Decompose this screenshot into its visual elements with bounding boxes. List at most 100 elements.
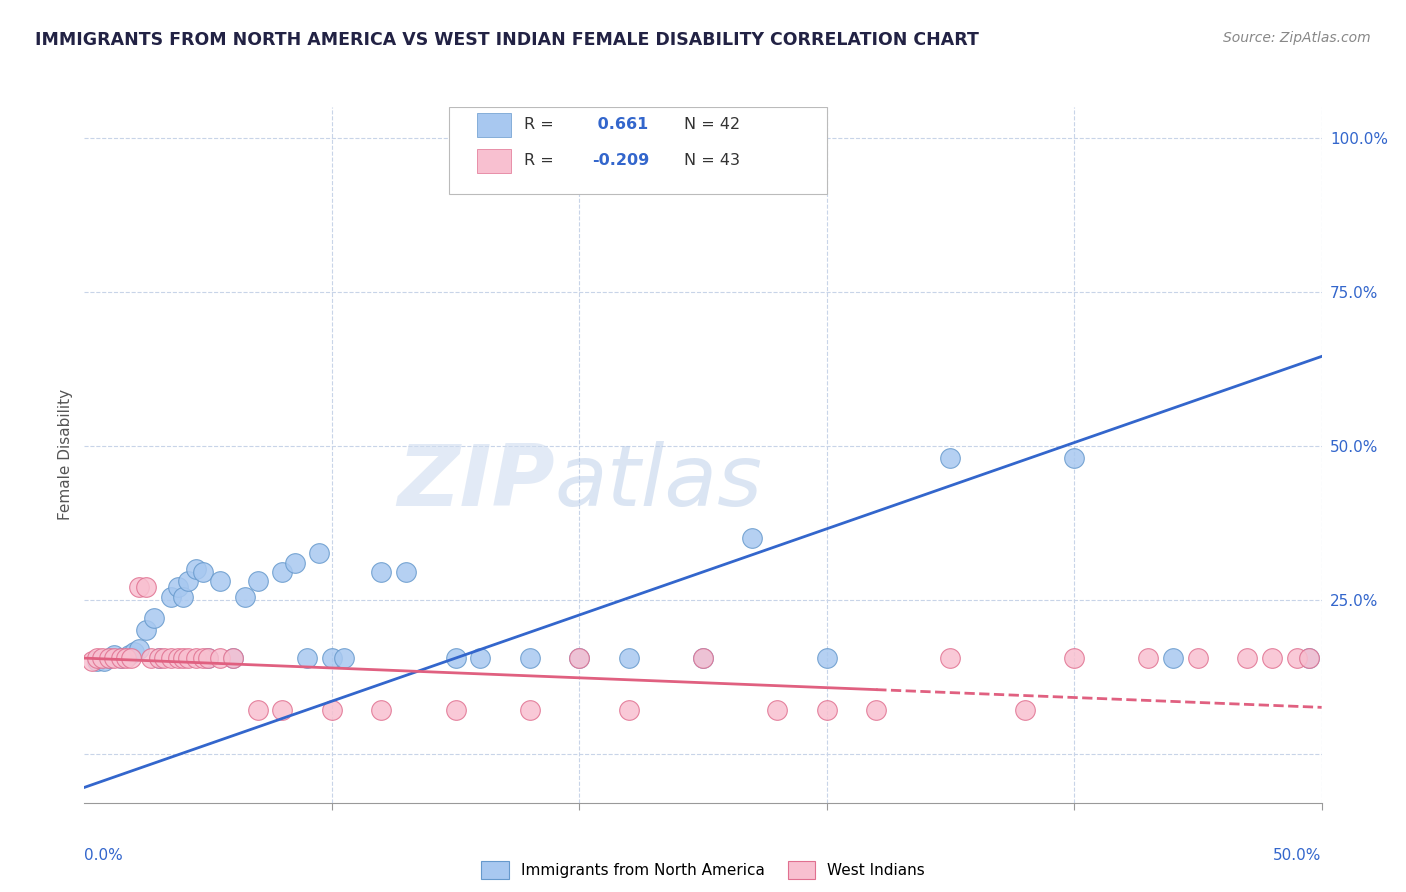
- Text: IMMIGRANTS FROM NORTH AMERICA VS WEST INDIAN FEMALE DISABILITY CORRELATION CHART: IMMIGRANTS FROM NORTH AMERICA VS WEST IN…: [35, 31, 979, 49]
- Point: [568, 651, 591, 665]
- Point: [1298, 651, 1320, 665]
- Point: [120, 651, 142, 665]
- Point: [86, 654, 108, 668]
- Point: [246, 703, 269, 717]
- Point: [246, 574, 269, 589]
- Point: [128, 641, 150, 656]
- Point: [152, 651, 174, 665]
- Point: [197, 651, 219, 665]
- Point: [191, 651, 214, 665]
- Point: [1014, 703, 1036, 717]
- Point: [295, 651, 318, 665]
- Text: R =: R =: [523, 153, 558, 168]
- Point: [80, 654, 103, 668]
- FancyBboxPatch shape: [477, 112, 512, 137]
- Point: [135, 624, 157, 638]
- FancyBboxPatch shape: [450, 107, 827, 194]
- Point: [939, 651, 962, 665]
- Point: [103, 651, 125, 665]
- Point: [90, 651, 112, 665]
- Point: [1236, 651, 1258, 665]
- Point: [148, 651, 170, 665]
- Text: Source: ZipAtlas.com: Source: ZipAtlas.com: [1223, 31, 1371, 45]
- Point: [141, 651, 163, 665]
- Point: [568, 651, 591, 665]
- Point: [815, 703, 838, 717]
- Point: [617, 703, 640, 717]
- Point: [142, 611, 165, 625]
- Point: [815, 651, 838, 665]
- Point: [209, 651, 232, 665]
- Point: [86, 651, 108, 665]
- Point: [148, 651, 170, 665]
- Point: [1063, 450, 1085, 465]
- Point: [122, 645, 145, 659]
- Point: [1063, 651, 1085, 665]
- Point: [271, 703, 294, 717]
- Point: [1285, 651, 1308, 665]
- Point: [160, 590, 183, 604]
- Point: [766, 703, 789, 717]
- Point: [1137, 651, 1160, 665]
- Legend: Immigrants from North America, West Indians: Immigrants from North America, West Indi…: [475, 855, 931, 886]
- Point: [98, 651, 121, 665]
- Point: [222, 651, 245, 665]
- Point: [865, 703, 887, 717]
- Point: [160, 651, 183, 665]
- Point: [118, 648, 141, 662]
- Point: [692, 651, 714, 665]
- Point: [284, 556, 307, 570]
- Point: [395, 565, 418, 579]
- Text: R =: R =: [523, 117, 558, 132]
- Point: [444, 651, 467, 665]
- Point: [939, 450, 962, 465]
- Point: [172, 590, 194, 604]
- Point: [271, 565, 294, 579]
- Point: [135, 580, 157, 594]
- Point: [167, 580, 190, 594]
- Point: [741, 531, 763, 545]
- Point: [115, 651, 138, 665]
- Text: 0.661: 0.661: [592, 117, 648, 132]
- Point: [177, 574, 200, 589]
- Point: [370, 565, 392, 579]
- Point: [370, 703, 392, 717]
- Point: [470, 651, 492, 665]
- Text: ZIP: ZIP: [396, 442, 554, 524]
- FancyBboxPatch shape: [477, 149, 512, 173]
- Point: [93, 654, 115, 668]
- Point: [177, 651, 200, 665]
- Point: [110, 651, 132, 665]
- Point: [692, 651, 714, 665]
- Point: [1187, 651, 1209, 665]
- Text: -0.209: -0.209: [592, 153, 650, 168]
- Point: [98, 651, 121, 665]
- Point: [103, 648, 125, 662]
- Point: [184, 651, 207, 665]
- Point: [321, 651, 343, 665]
- Point: [222, 651, 245, 665]
- Point: [233, 590, 256, 604]
- Point: [321, 703, 343, 717]
- Point: [184, 562, 207, 576]
- Point: [167, 651, 190, 665]
- Point: [209, 574, 232, 589]
- Point: [1161, 651, 1184, 665]
- Point: [617, 651, 640, 665]
- Point: [191, 565, 214, 579]
- Point: [1261, 651, 1284, 665]
- Point: [444, 703, 467, 717]
- Y-axis label: Female Disability: Female Disability: [58, 389, 73, 521]
- Point: [128, 580, 150, 594]
- Point: [519, 651, 541, 665]
- Point: [333, 651, 356, 665]
- Point: [308, 546, 330, 560]
- Text: 50.0%: 50.0%: [1274, 848, 1322, 863]
- Point: [1298, 651, 1320, 665]
- Point: [519, 703, 541, 717]
- Text: N = 42: N = 42: [685, 117, 741, 132]
- Point: [172, 651, 194, 665]
- Text: 0.0%: 0.0%: [84, 848, 124, 863]
- Point: [110, 651, 132, 665]
- Text: N = 43: N = 43: [685, 153, 741, 168]
